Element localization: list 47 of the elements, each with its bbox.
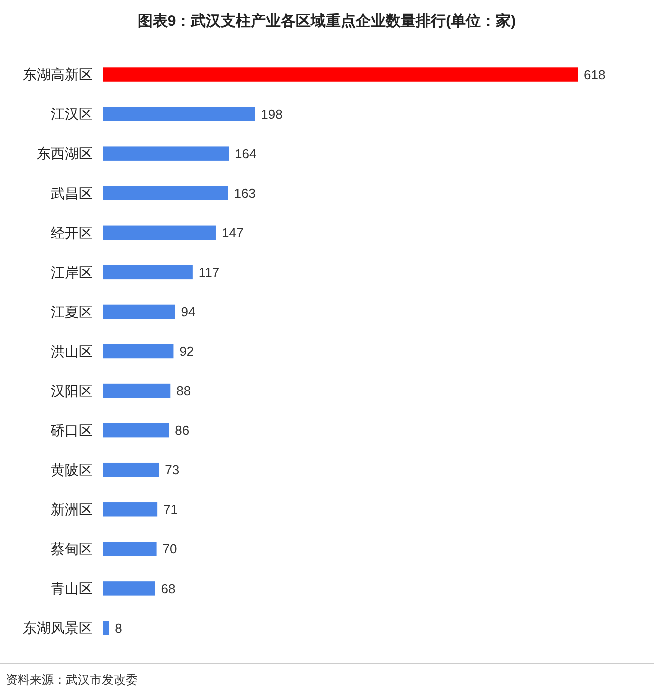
chart-title: 图表9：武汉支柱产业各区域重点企业数量排行(单位：家) <box>138 12 516 30</box>
data-label: 71 <box>164 502 178 518</box>
data-label: 147 <box>222 225 244 240</box>
data-label: 8 <box>115 620 122 636</box>
y-tick-label: 东湖风景区 <box>23 620 93 636</box>
y-tick-label: 江岸区 <box>51 264 93 280</box>
y-tick-label: 汉阳区 <box>51 382 93 399</box>
data-label: 117 <box>198 264 220 280</box>
data-label: 94 <box>181 304 196 320</box>
bar <box>103 68 578 82</box>
data-label: 92 <box>180 344 194 360</box>
bar <box>103 344 174 359</box>
data-label: 88 <box>176 384 192 399</box>
y-tick-label: 东西湖区 <box>37 146 93 162</box>
y-tick-label: 青山区 <box>51 580 93 597</box>
bar <box>103 502 158 517</box>
text: 资料来源：武汉市发改委 <box>6 673 138 687</box>
bar <box>103 146 230 161</box>
data-label: 70 <box>162 542 178 557</box>
y-tick-label: 黄陂区 <box>51 462 93 478</box>
bar <box>103 621 110 636</box>
bar <box>103 423 170 438</box>
y-tick-label: 东湖高新区 <box>23 66 93 83</box>
bar <box>103 582 156 596</box>
bar <box>103 226 216 240</box>
data-label: 73 <box>165 462 180 478</box>
bar <box>103 542 157 556</box>
bar <box>103 384 171 398</box>
data-label: 618 <box>584 67 606 82</box>
data-label: 198 <box>261 106 283 122</box>
data-label: 68 <box>161 581 176 596</box>
bar <box>103 304 176 320</box>
y-tick-label: 经开区 <box>51 224 93 241</box>
bar <box>103 265 193 280</box>
bar <box>103 107 256 122</box>
y-tick-label: 洪山区 <box>51 343 93 360</box>
y-tick-label: 硚口区 <box>50 422 93 438</box>
y-tick-label: 江夏区 <box>51 304 93 320</box>
data-label: 164 <box>235 146 257 162</box>
bar <box>103 462 160 478</box>
data-label: 86 <box>175 423 190 438</box>
y-tick-label: 新洲区 <box>51 502 93 518</box>
bar <box>103 186 228 200</box>
data-label: 163 <box>234 186 256 201</box>
y-tick-label: 蔡甸区 <box>51 541 93 558</box>
y-tick-label: 江汉区 <box>51 106 93 122</box>
y-tick-label: 武昌区 <box>51 185 93 202</box>
